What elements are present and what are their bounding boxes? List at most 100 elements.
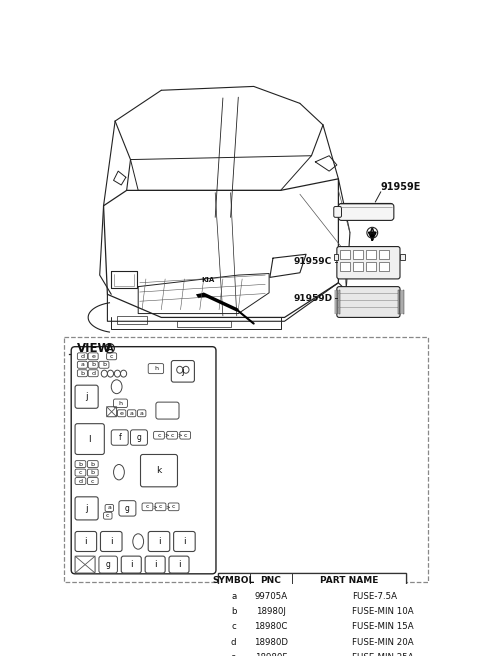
Bar — [217, 573, 406, 588]
Text: c: c — [91, 478, 95, 483]
Polygon shape — [196, 293, 206, 298]
Text: b: b — [91, 462, 95, 466]
Text: b: b — [91, 362, 95, 367]
Text: c: c — [110, 354, 113, 359]
Text: j: j — [181, 367, 184, 376]
Text: k: k — [156, 466, 162, 475]
Text: c: c — [157, 433, 161, 438]
Text: e: e — [231, 653, 236, 656]
Bar — [63, 337, 429, 581]
Text: FUSE-MIN 20A: FUSE-MIN 20A — [352, 638, 414, 647]
Text: i: i — [110, 537, 113, 546]
FancyBboxPatch shape — [337, 247, 400, 279]
Text: d: d — [78, 478, 83, 483]
Text: i: i — [178, 560, 180, 569]
Text: FUSE-MIN 15A: FUSE-MIN 15A — [352, 623, 414, 632]
Text: A: A — [107, 344, 113, 353]
FancyBboxPatch shape — [338, 203, 394, 220]
Text: KIA: KIA — [201, 277, 214, 283]
Text: 18980D: 18980D — [254, 638, 288, 647]
Text: d: d — [91, 371, 95, 376]
Text: FUSE-7.5A: FUSE-7.5A — [352, 592, 397, 601]
Text: j: j — [85, 504, 88, 513]
Text: VIEW: VIEW — [77, 342, 111, 355]
Text: c: c — [172, 504, 175, 509]
Text: g: g — [125, 504, 130, 513]
Bar — [400, 290, 401, 314]
Bar — [337, 290, 338, 314]
FancyBboxPatch shape — [71, 346, 216, 574]
Text: >: > — [177, 433, 182, 438]
Bar — [340, 250, 350, 259]
Text: i: i — [154, 560, 156, 569]
Bar — [177, 321, 230, 327]
Text: PART NAME: PART NAME — [320, 576, 378, 585]
Text: c: c — [159, 504, 162, 509]
Text: e: e — [120, 411, 123, 416]
Text: l: l — [88, 434, 91, 443]
Text: a: a — [140, 411, 144, 416]
Text: g: g — [106, 560, 110, 569]
Text: d: d — [80, 354, 84, 359]
Bar — [353, 250, 363, 259]
Text: e: e — [91, 354, 95, 359]
Text: b: b — [78, 462, 83, 466]
Text: A: A — [369, 228, 375, 237]
Text: c: c — [170, 433, 174, 438]
Bar — [340, 262, 350, 271]
Text: i: i — [130, 560, 132, 569]
Text: f: f — [119, 433, 121, 442]
Text: 91959C: 91959C — [294, 257, 332, 266]
Text: a: a — [81, 362, 84, 367]
Text: c: c — [231, 623, 236, 632]
Text: b: b — [91, 470, 95, 475]
Bar — [339, 290, 340, 314]
Bar — [398, 290, 399, 314]
Text: FUSE-MIN 10A: FUSE-MIN 10A — [352, 607, 414, 616]
Text: PNC: PNC — [261, 576, 281, 585]
Text: h: h — [154, 366, 158, 371]
Bar — [335, 290, 336, 314]
Text: 18980C: 18980C — [254, 623, 288, 632]
Text: c: c — [106, 513, 109, 518]
Text: c: c — [146, 504, 149, 509]
Text: a: a — [130, 411, 133, 416]
FancyBboxPatch shape — [334, 207, 341, 217]
Bar — [336, 290, 337, 314]
Text: d: d — [231, 638, 237, 647]
Bar — [353, 262, 363, 271]
Text: g: g — [136, 433, 142, 442]
Text: b: b — [80, 371, 84, 376]
Text: FUSE-MIN 25A: FUSE-MIN 25A — [352, 653, 414, 656]
Bar — [334, 255, 338, 260]
Text: b: b — [231, 607, 237, 616]
Bar — [400, 255, 405, 260]
Text: >: > — [164, 433, 168, 438]
Text: >: > — [153, 504, 157, 509]
Bar — [366, 250, 376, 259]
Text: c: c — [79, 470, 82, 475]
Text: h: h — [119, 401, 122, 406]
Text: c: c — [183, 433, 187, 438]
Text: a: a — [108, 506, 111, 510]
Text: 91959D: 91959D — [293, 294, 332, 302]
Text: 18980F: 18980F — [255, 653, 287, 656]
Text: b: b — [102, 362, 106, 367]
Text: 91959E: 91959E — [381, 182, 421, 192]
Text: j: j — [85, 392, 88, 401]
Text: i: i — [183, 537, 186, 546]
Text: 18980J: 18980J — [256, 607, 286, 616]
Text: 99705A: 99705A — [254, 592, 288, 601]
Text: a: a — [231, 592, 236, 601]
Bar — [403, 290, 404, 314]
Bar — [379, 262, 389, 271]
Text: i: i — [157, 537, 160, 546]
FancyBboxPatch shape — [337, 287, 400, 318]
Text: SYMBOL: SYMBOL — [213, 576, 255, 585]
Bar — [366, 262, 376, 271]
Bar — [379, 250, 389, 259]
Text: i: i — [84, 537, 87, 546]
Text: >: > — [166, 504, 170, 509]
Bar — [117, 316, 147, 323]
Bar — [217, 573, 406, 656]
